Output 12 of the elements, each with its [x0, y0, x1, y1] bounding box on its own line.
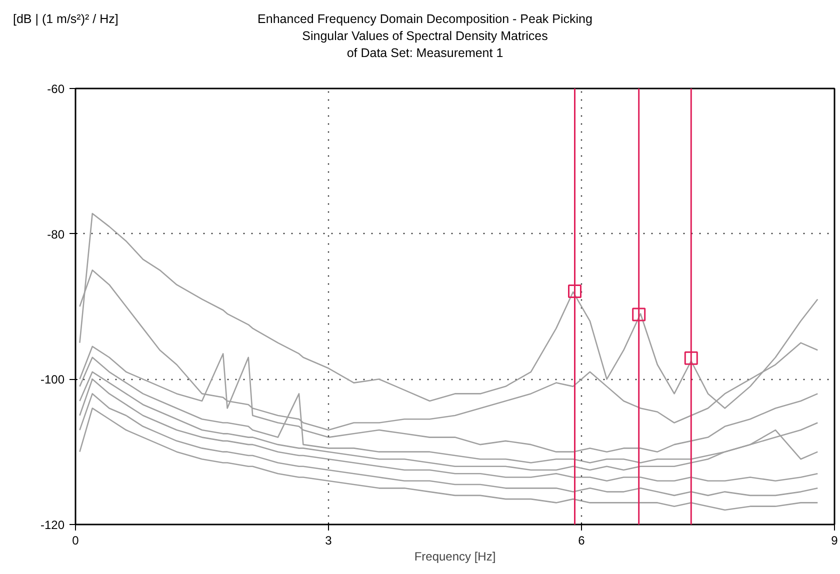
chart-title: Enhanced Frequency Domain Decomposition - Peak Picking — [258, 12, 592, 26]
x-tick-label: 9 — [831, 534, 838, 548]
x-tick-label: 0 — [72, 534, 80, 548]
y-tick-label: -80 — [47, 227, 65, 242]
y-tick-label: -100 — [40, 372, 65, 387]
x-tick-label: 3 — [325, 534, 332, 548]
x-tick-label: 6 — [578, 534, 586, 548]
y-tick-label: -60 — [47, 82, 65, 96]
y-tick-label: -120 — [40, 518, 65, 532]
chart-subtitle: Singular Values of Spectral Density Matrices of Data Set: Measurement 1 — [302, 29, 548, 60]
text: [dB | (1 m/s²)² / Hz] — [13, 11, 118, 28]
x-axis-title: Frequency [Hz] — [414, 550, 496, 564]
